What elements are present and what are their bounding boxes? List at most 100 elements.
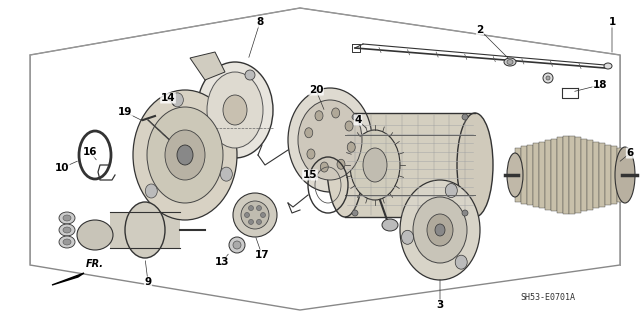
Text: 9: 9 [145,277,152,287]
Text: 10: 10 [55,163,69,173]
Bar [599,143,605,207]
Ellipse shape [77,220,113,250]
Ellipse shape [197,62,273,158]
Text: SH53-E0701A: SH53-E0701A [520,293,575,302]
Bar [575,137,581,213]
Text: 6: 6 [627,148,634,158]
Text: 17: 17 [255,250,269,260]
Ellipse shape [604,63,612,69]
Ellipse shape [245,70,255,80]
Ellipse shape [305,128,313,138]
Ellipse shape [504,58,516,66]
Ellipse shape [63,239,71,245]
Polygon shape [52,273,84,285]
Ellipse shape [223,95,247,125]
Ellipse shape [401,230,413,244]
Ellipse shape [546,76,550,80]
Ellipse shape [345,121,353,131]
Ellipse shape [382,219,398,231]
Ellipse shape [400,180,480,280]
Text: 3: 3 [436,300,444,310]
Polygon shape [30,8,620,310]
Ellipse shape [59,236,75,248]
Polygon shape [345,113,475,217]
Ellipse shape [507,153,523,197]
Ellipse shape [248,219,253,225]
Ellipse shape [315,111,323,121]
Text: 18: 18 [593,80,607,90]
Ellipse shape [260,212,266,218]
Bar [593,142,599,208]
Ellipse shape [241,201,269,229]
Polygon shape [110,212,180,248]
Ellipse shape [257,205,262,211]
Bar [527,145,533,205]
Bar [569,136,575,214]
Ellipse shape [350,130,400,200]
Ellipse shape [615,147,635,203]
Bar [515,148,521,202]
Ellipse shape [352,114,358,120]
Ellipse shape [172,93,183,107]
Ellipse shape [363,148,387,182]
Ellipse shape [288,88,372,192]
Ellipse shape [352,210,358,216]
Ellipse shape [59,212,75,224]
Text: 20: 20 [308,85,323,95]
Bar [617,148,623,202]
Bar [605,145,611,205]
Text: 14: 14 [161,93,175,103]
Ellipse shape [63,227,71,233]
Ellipse shape [337,159,345,169]
Bar [521,146,527,204]
Ellipse shape [307,149,315,159]
Ellipse shape [543,73,553,83]
Bar [545,140,551,210]
Ellipse shape [455,255,467,269]
Text: 16: 16 [83,147,97,157]
Ellipse shape [257,219,262,225]
Text: 4: 4 [355,115,362,125]
Ellipse shape [413,197,467,263]
Ellipse shape [248,205,253,211]
Bar [539,142,545,208]
Bar [557,137,563,213]
Ellipse shape [445,183,458,197]
Ellipse shape [244,212,250,218]
Ellipse shape [348,142,355,152]
Ellipse shape [320,162,328,172]
Text: 13: 13 [215,257,229,267]
Bar [611,146,617,204]
Polygon shape [190,52,225,80]
Bar [551,139,557,211]
Ellipse shape [233,193,277,237]
Ellipse shape [59,224,75,236]
Text: 1: 1 [609,17,616,27]
Ellipse shape [165,130,205,180]
Ellipse shape [332,108,340,118]
Ellipse shape [298,100,362,180]
Bar [563,136,569,214]
Ellipse shape [507,60,513,64]
Ellipse shape [327,113,363,217]
Ellipse shape [457,113,493,217]
Ellipse shape [462,114,468,120]
Ellipse shape [207,72,263,148]
Ellipse shape [133,90,237,220]
Bar [533,143,539,207]
Ellipse shape [147,107,223,203]
Ellipse shape [427,214,453,246]
Ellipse shape [435,224,445,236]
Ellipse shape [177,145,193,165]
Ellipse shape [229,237,245,253]
Ellipse shape [63,215,71,221]
Ellipse shape [220,167,232,181]
Text: 19: 19 [118,107,132,117]
Bar [581,139,587,211]
Text: 2: 2 [476,25,484,35]
Ellipse shape [233,241,241,249]
Ellipse shape [145,184,157,198]
Ellipse shape [462,210,468,216]
Bar [587,140,593,210]
Ellipse shape [125,202,165,258]
